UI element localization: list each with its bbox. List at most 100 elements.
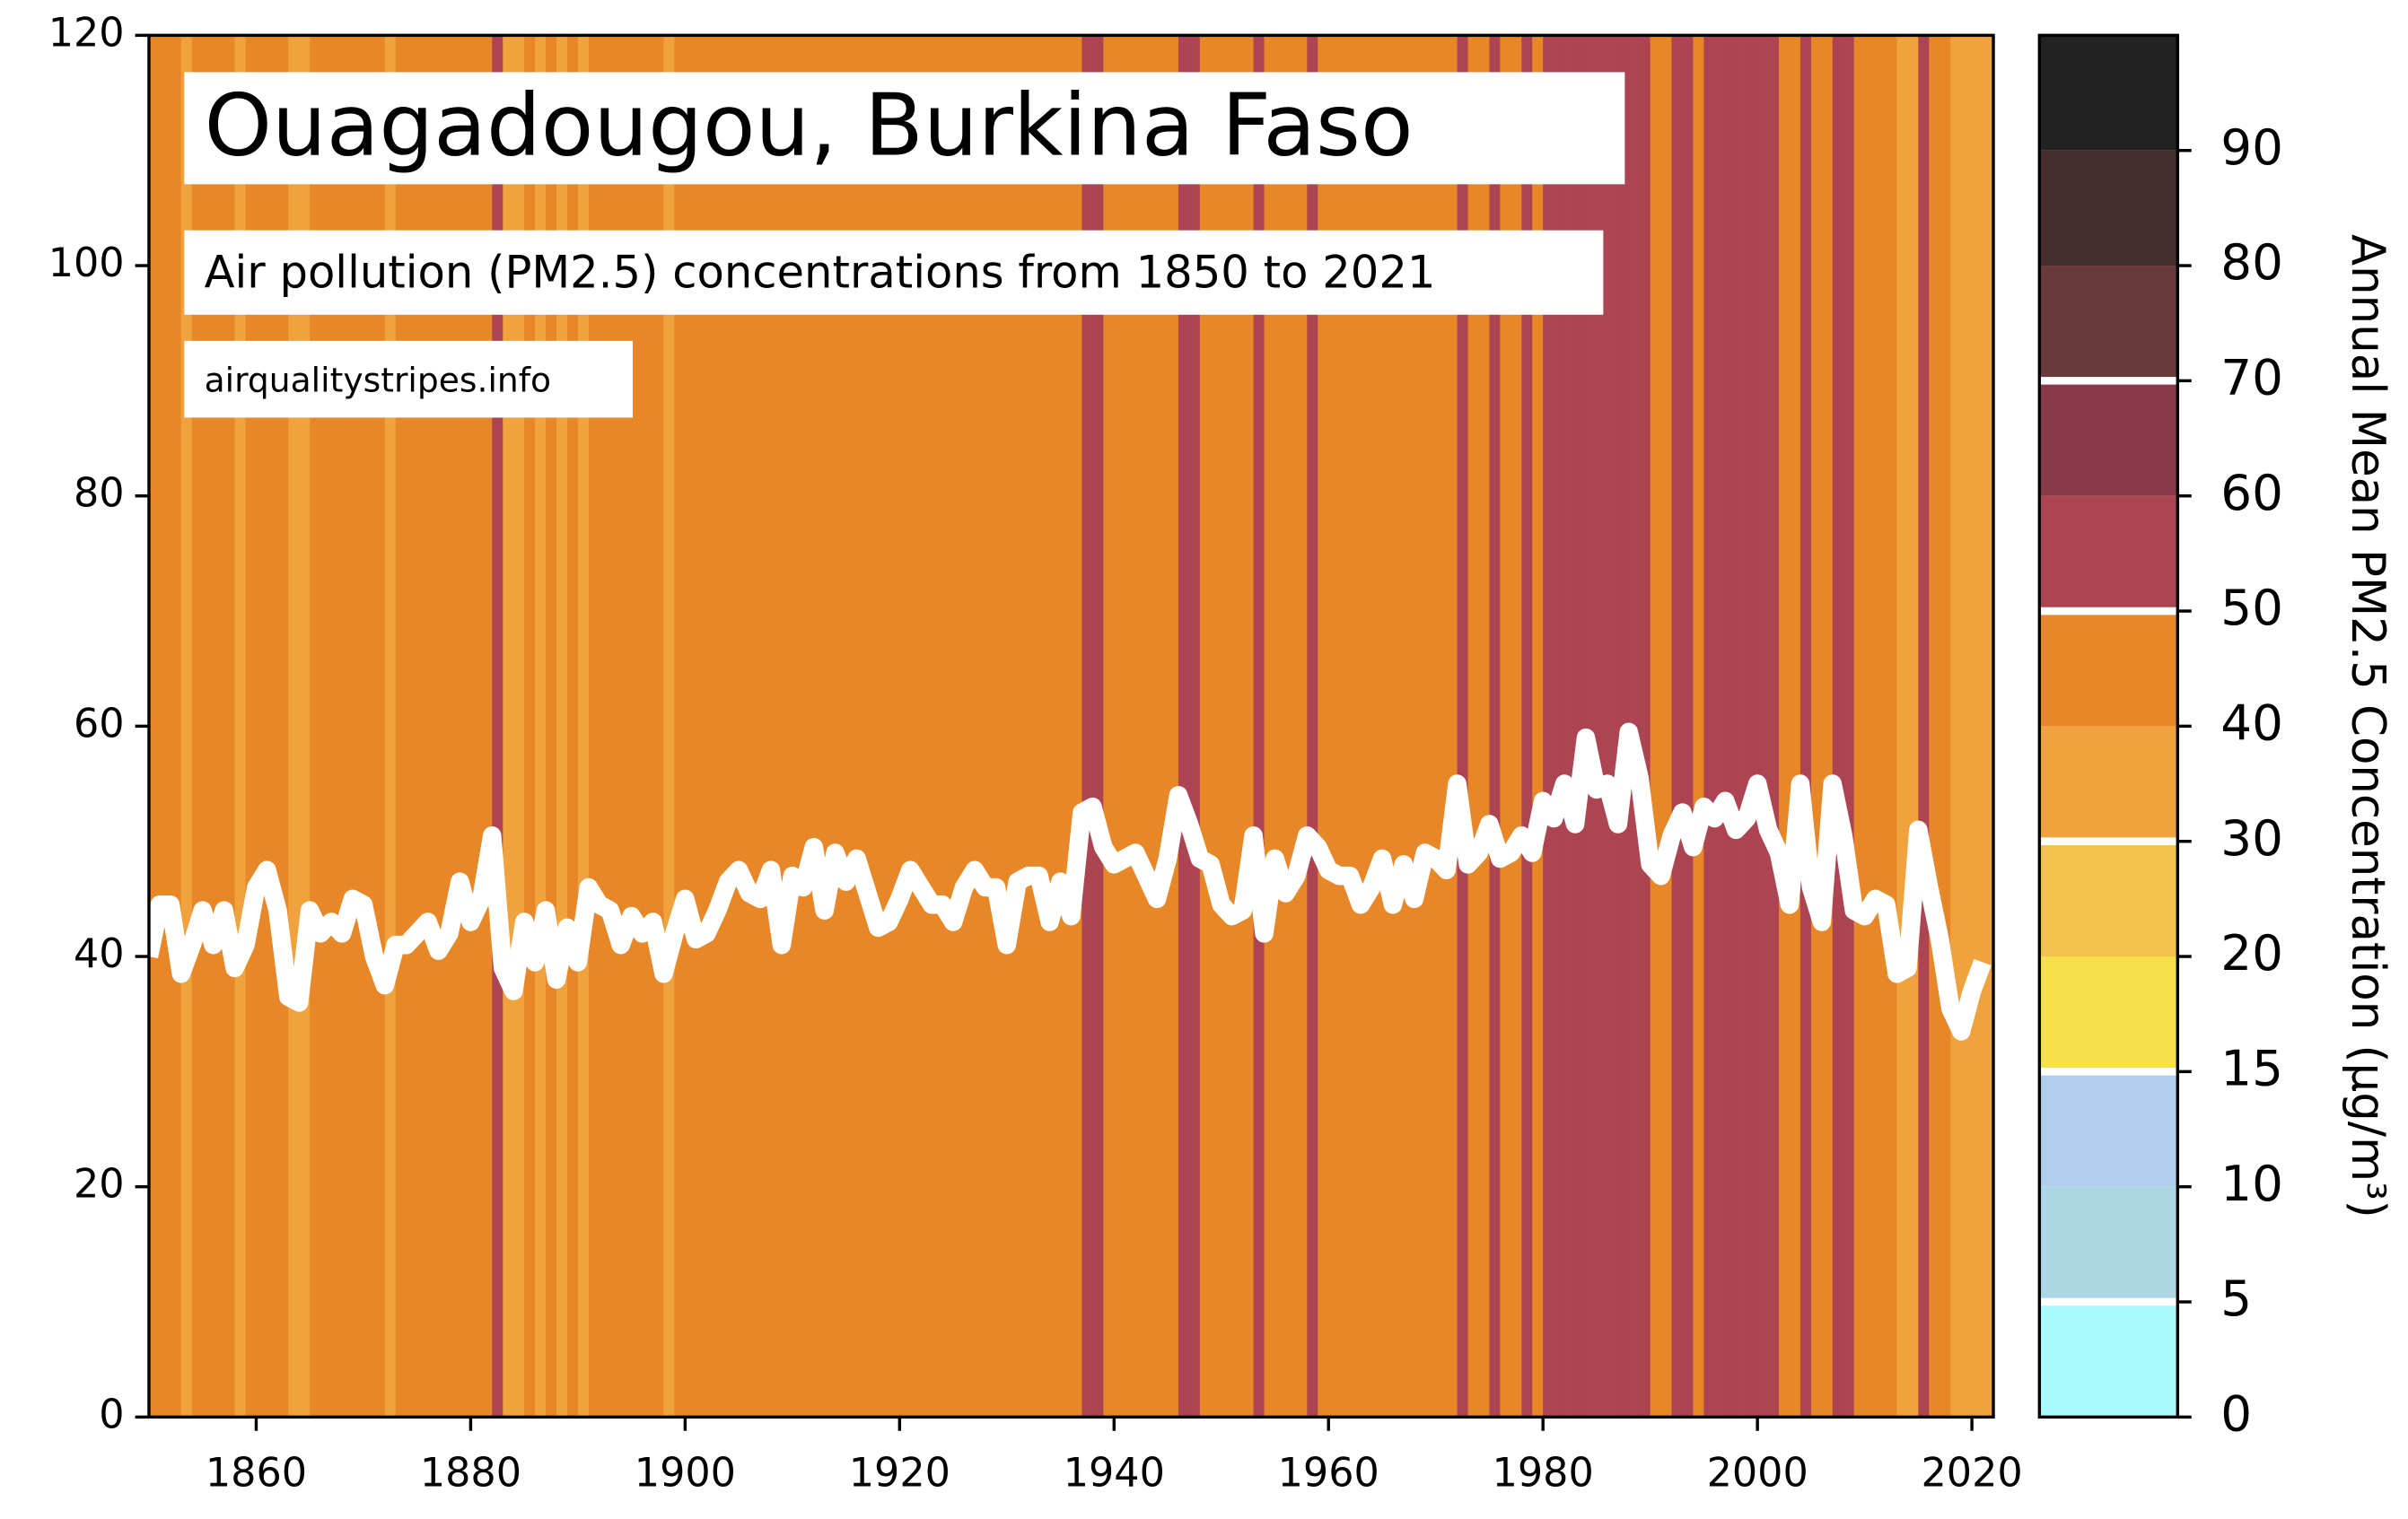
- y-tick-label: 0: [99, 1392, 124, 1437]
- stripe: [1339, 35, 1351, 1418]
- stripe: [706, 35, 719, 1418]
- stripe: [1231, 35, 1244, 1418]
- stripe: [1296, 35, 1309, 1418]
- stripe: [781, 35, 793, 1418]
- stripe: [1554, 35, 1565, 1418]
- x-tick-label: 2000: [1707, 1450, 1808, 1496]
- stripe: [953, 35, 965, 1418]
- stripe: [932, 35, 943, 1418]
- stripe: [1424, 35, 1437, 1418]
- stripe: [1489, 35, 1502, 1418]
- stripe: [1596, 35, 1608, 1418]
- stripe: [642, 35, 654, 1418]
- y-tick-label: 40: [74, 931, 125, 977]
- stripe: [985, 35, 997, 1418]
- pm25-line: [139, 722, 1992, 1041]
- stripe: [910, 35, 923, 1418]
- stripe: [159, 35, 171, 1418]
- stripe: [1543, 35, 1554, 1418]
- stripe: [1896, 35, 1909, 1418]
- colorbar-tick-label: 10: [2220, 1155, 2283, 1212]
- colorbar-tick-label: 60: [2220, 464, 2283, 521]
- stripe: [1832, 35, 1844, 1418]
- stripe: [1060, 35, 1073, 1418]
- stripe: [1864, 35, 1877, 1418]
- source: airqualitystripes.info: [205, 361, 551, 400]
- stripe: [995, 35, 1008, 1418]
- stripe: [1650, 35, 1662, 1418]
- stripe: [1821, 35, 1834, 1418]
- stripe: [770, 35, 783, 1418]
- stripe: [652, 35, 665, 1418]
- y-tick-label: 120: [48, 10, 125, 56]
- stripe: [1435, 35, 1448, 1418]
- stripe: [1940, 35, 1952, 1418]
- stripe: [674, 35, 687, 1418]
- stripe: [631, 35, 644, 1418]
- stripe: [921, 35, 933, 1418]
- stripe: [1403, 35, 1415, 1418]
- stripe: [170, 35, 182, 1418]
- stripe: [1242, 35, 1255, 1418]
- stripe: [685, 35, 697, 1418]
- y-tick-label: 80: [74, 471, 125, 517]
- stripe: [1467, 35, 1480, 1418]
- stripe: [1510, 35, 1523, 1418]
- stripe: [792, 35, 804, 1418]
- stripe: [1114, 35, 1126, 1418]
- stripe: [1028, 35, 1040, 1418]
- stripe: [1703, 35, 1716, 1418]
- y-tick-label: 60: [74, 701, 125, 746]
- stripe: [1478, 35, 1491, 1418]
- stripe: [1521, 35, 1534, 1418]
- x-tick-label: 1940: [1064, 1450, 1165, 1496]
- stripe: [1146, 35, 1158, 1418]
- stripe: [1178, 35, 1190, 1418]
- colorbar-segment: [2039, 266, 2178, 381]
- colorbar-tick-label: 0: [2220, 1385, 2252, 1443]
- stripe: [663, 35, 676, 1418]
- stripe: [1660, 35, 1673, 1418]
- stripe: [1328, 35, 1341, 1418]
- stripe: [1381, 35, 1394, 1418]
- stripe: [1725, 35, 1738, 1418]
- stripe: [1285, 35, 1298, 1418]
- x-tick-label: 2020: [1922, 1450, 2023, 1496]
- stripe: [1639, 35, 1651, 1418]
- chart-title-box: [184, 72, 1625, 185]
- stripe: [1918, 35, 1931, 1418]
- stripe: [1607, 35, 1619, 1418]
- colorbar-segment: [2039, 1302, 2178, 1418]
- stripe: [878, 35, 890, 1418]
- colorbar-segment: [2039, 611, 2178, 727]
- stripe: [1950, 35, 1963, 1418]
- stripe: [728, 35, 740, 1418]
- stripe: [1564, 35, 1576, 1418]
- stripe: [835, 35, 847, 1418]
- stripe: [813, 35, 826, 1418]
- colorbar-tick-label: 50: [2220, 579, 2283, 636]
- stripe: [1929, 35, 1941, 1418]
- stripe: [1125, 35, 1137, 1418]
- x-tick-label: 1880: [420, 1450, 521, 1496]
- stripe: [1736, 35, 1748, 1418]
- colorbar-tick-label: 20: [2220, 924, 2283, 982]
- stripe: [739, 35, 750, 1418]
- stripe: [1585, 35, 1598, 1418]
- stripe: [1038, 35, 1051, 1418]
- stripe: [1221, 35, 1233, 1418]
- stripe: [802, 35, 815, 1418]
- colorbar-segment: [2039, 380, 2178, 496]
- stripe: [1017, 35, 1029, 1418]
- stripe: [1853, 35, 1866, 1418]
- colorbar-tick-label: 5: [2220, 1270, 2252, 1327]
- colorbar-segment: [2039, 1186, 2178, 1303]
- stripe: [1682, 35, 1694, 1418]
- colorbar-segment: [2039, 841, 2178, 957]
- stripe: [1264, 35, 1276, 1418]
- stripe: [1575, 35, 1587, 1418]
- chart-subtitle-box: [184, 230, 1604, 315]
- stripe: [845, 35, 858, 1418]
- stripe: [1081, 35, 1094, 1418]
